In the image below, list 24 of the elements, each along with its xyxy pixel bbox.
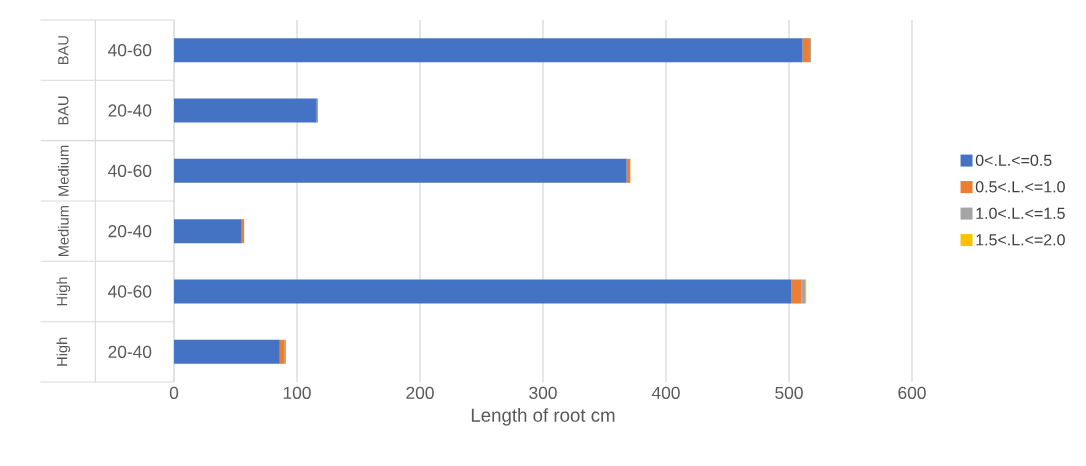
y-tick-label: 20-40 [108,345,152,358]
text: High [56,337,71,366]
legend-label: 1.5<.L.<=2.0 [976,234,1065,246]
y-tick-label: 40-60 [108,285,152,298]
text: BAU [58,36,69,65]
y-tick-label: 20-40 [108,225,152,238]
text: Medium [57,145,69,196]
x-tick-label: 200 [406,386,434,399]
text: Medium [57,206,69,257]
y-tick-label: 40-60 [108,44,152,57]
x-tick-label: 0 [169,386,179,399]
y-tick-label: 20-40 [108,104,152,117]
legend-label: 0.5<.L.<=1.0 [975,181,1065,193]
x-tick-label: 100 [283,386,311,399]
legend-label: 0<.L.<=0.5 [975,154,1052,166]
x-tick-label: 500 [775,386,803,399]
text: BAU [58,96,69,125]
y-tick-label: 40-60 [108,164,152,177]
legend-label: 1.0<.L.<=1.5 [976,207,1065,219]
x-tick-label: 400 [651,386,680,399]
x-tick-label: 600 [898,386,926,399]
x-tick-label: 300 [529,386,557,399]
x-axis-title: Length of root cm [471,408,615,426]
text: High [56,277,71,306]
